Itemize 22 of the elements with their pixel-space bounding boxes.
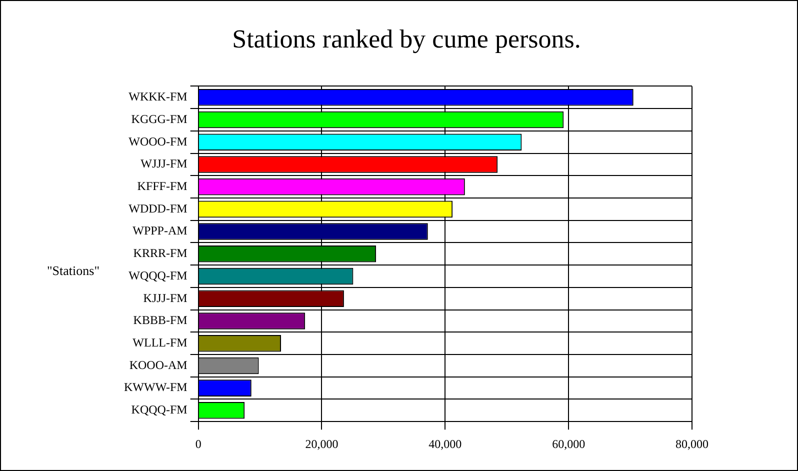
y-tick-label: WJJJ-FM xyxy=(140,156,188,171)
chart-title: Stations ranked by cume persons. xyxy=(232,24,581,54)
y-axis-title: "Stations" xyxy=(47,263,100,279)
x-tick-label: 80,000 xyxy=(676,436,708,451)
y-tick-label: WQQQ-FM xyxy=(128,268,188,282)
y-tick-label: WPPP-AM xyxy=(132,224,188,238)
y-tick-label: KQQQ-FM xyxy=(131,402,188,417)
y-tick-label: KFFF-FM xyxy=(137,178,188,193)
y-tick-label: WDDD-FM xyxy=(128,201,188,216)
y-tick-label: WOOO-FM xyxy=(128,134,188,148)
y-tick-label: WLLL-FM xyxy=(132,335,188,350)
y-tick-label: KWWW-FM xyxy=(124,380,188,394)
y-tick-label: KJJJ-FM xyxy=(143,290,188,305)
y-tick-label: KOOO-AM xyxy=(129,358,188,372)
x-tick-label: 60,000 xyxy=(552,436,586,451)
x-tick-label: 40,000 xyxy=(428,436,462,451)
y-tick-label: KBBB-FM xyxy=(133,313,188,328)
y-tick-label: WKKK-FM xyxy=(128,90,188,104)
x-tick-label: 20,000 xyxy=(305,436,338,451)
y-tick-label: KRRR-FM xyxy=(133,246,188,260)
y-tick-label: KGGG-FM xyxy=(131,112,188,126)
x-tick-label: 0 xyxy=(195,436,202,451)
